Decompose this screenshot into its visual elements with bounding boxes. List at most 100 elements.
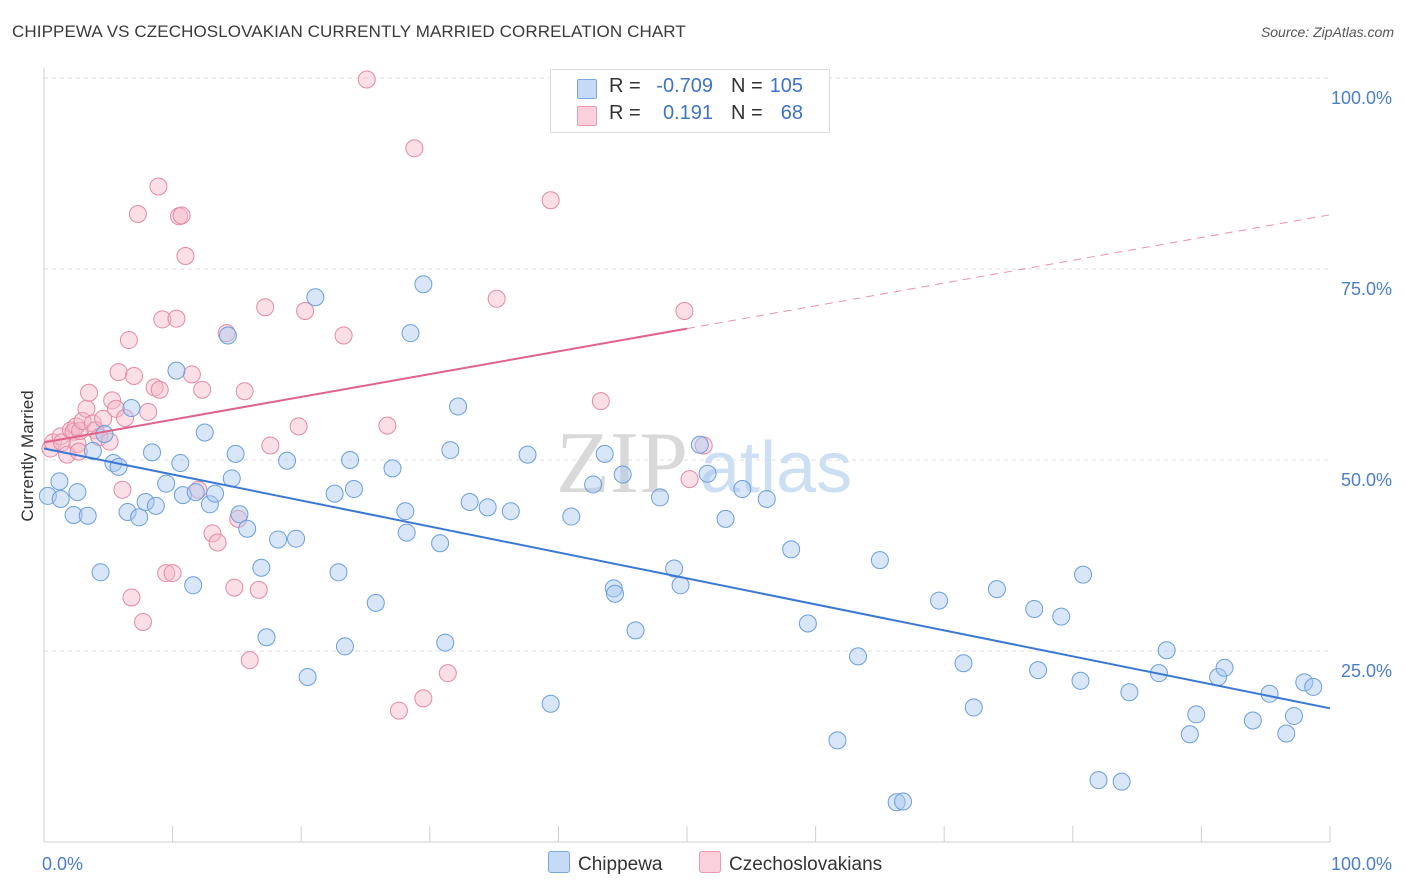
czech-point (296, 302, 315, 321)
legend-r-label: R = (609, 102, 641, 124)
chippewa-point (1284, 706, 1303, 725)
czech-point (675, 302, 694, 321)
chippewa-point (136, 493, 155, 512)
czech-trend-line (43, 327, 688, 444)
legend-row-chippewa: R = -0.709 N = 105 (551, 75, 829, 101)
chippewa-point (109, 457, 128, 476)
czech-point (149, 177, 168, 196)
chippewa-point (671, 576, 690, 595)
chippewa-point (91, 563, 110, 582)
czech-point (119, 331, 138, 350)
chippewa-point (1029, 661, 1048, 680)
bottom-legend-chippewa: Chippewa (548, 851, 663, 876)
chippewa-point (366, 593, 385, 612)
legend-n-label: N = (731, 75, 763, 97)
czech-point (193, 380, 212, 399)
chippewa-point (798, 614, 817, 633)
czech-point (414, 689, 433, 708)
chippewa-point (460, 493, 479, 512)
chippewa-point (230, 505, 249, 524)
chippewa-point (64, 506, 83, 525)
chart-source: Source: ZipAtlas.com (1260, 24, 1394, 40)
chippewa-point (226, 444, 245, 463)
czech-point (107, 399, 126, 418)
legend-n-value: 105 (769, 75, 803, 97)
chippewa-point (1260, 684, 1279, 703)
grid (44, 77, 1330, 652)
legend-row-czech: R = 0.191 N = 68 (551, 102, 829, 128)
chippewa-point (698, 464, 717, 483)
chippewa-point (1089, 771, 1108, 790)
chippewa-point (118, 502, 137, 521)
czech-point (116, 408, 135, 427)
chippewa-point (1277, 724, 1296, 743)
chippewa-point (1052, 607, 1071, 626)
chippewa-point (1180, 725, 1199, 744)
chippewa-point (95, 425, 114, 444)
chippewa-point (335, 637, 354, 656)
chippewa-point (68, 483, 87, 502)
chippewa-point (757, 489, 776, 508)
y-tick-label: 25.0% (1341, 661, 1392, 681)
chippewa-point (122, 399, 141, 418)
chippewa-point (206, 484, 225, 503)
y-tick-label: 75.0% (1341, 279, 1392, 299)
chippewa-point (157, 474, 176, 493)
czech-point (134, 612, 153, 631)
czech-point (203, 524, 222, 543)
bottom-legend-label-czech: Czechoslovakians (729, 854, 883, 875)
czech-point (357, 70, 376, 89)
x-tick-label: 100.0% (1331, 854, 1392, 874)
chippewa-point (894, 792, 913, 811)
chippewa-point (441, 441, 460, 460)
chippewa-point (238, 519, 257, 538)
legend-r-label: R = (609, 75, 641, 97)
czech-point (109, 363, 128, 382)
chippewa-point (716, 509, 735, 528)
chippewa-point (987, 580, 1006, 599)
watermark-atlas: atlas (700, 428, 852, 508)
czech-point (208, 533, 227, 552)
chippewa-point (200, 495, 219, 514)
chippewa-point (298, 667, 317, 686)
chippewa-point (733, 480, 752, 499)
chippewa-point (1215, 658, 1234, 677)
chippewa-point (828, 731, 847, 750)
chippewa-point (329, 563, 348, 582)
chippewa-point (782, 540, 801, 559)
chippewa-point (195, 423, 214, 442)
chippewa-point (562, 507, 581, 526)
chippewa-point (1187, 705, 1206, 724)
czech-point (172, 206, 191, 225)
czech-point (94, 409, 113, 428)
czech-point (125, 366, 144, 385)
czech-point (240, 651, 259, 670)
chippewa-point (1157, 641, 1176, 660)
czech-point (128, 204, 147, 223)
chippewa-point (613, 465, 632, 484)
chippewa-point (1304, 677, 1323, 696)
chippewa-point (252, 558, 271, 577)
czech-point (389, 701, 408, 720)
legend-swatch-czech (577, 106, 597, 126)
czech-point (103, 391, 122, 410)
chippewa-point (401, 324, 420, 343)
chippewa-point (143, 443, 162, 462)
legend-r-value: 0.191 (662, 102, 713, 124)
chippewa-point (341, 451, 360, 469)
chart-title: CHIPPEWA VS CZECHOSLOVAKIAN CURRENTLY MA… (12, 22, 686, 41)
chippewa-point (1295, 673, 1314, 692)
chippewa-point (1243, 711, 1262, 730)
chippewa-point (396, 502, 415, 521)
bottom-legend-swatch-czech (699, 851, 721, 873)
chippewa-point (436, 633, 455, 652)
bottom-legend-swatch-chippewa (548, 851, 570, 873)
czech-point (487, 289, 506, 308)
trend-lines (43, 214, 1331, 710)
czech-point (80, 383, 99, 402)
chippewa-point (431, 534, 450, 553)
chippewa-point (269, 530, 288, 549)
chippewa-point (78, 506, 97, 525)
chippewa-point (518, 445, 537, 464)
